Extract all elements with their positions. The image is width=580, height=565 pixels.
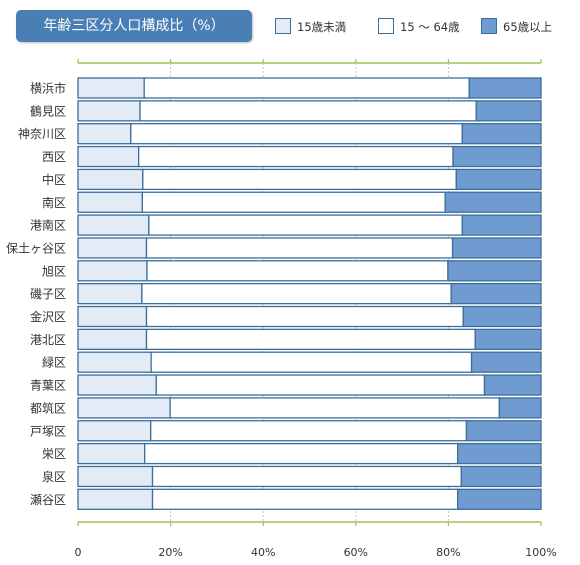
legend-label-under-15: 15歳未満 — [297, 20, 347, 34]
bar-segment-65-plus — [450, 282, 542, 305]
bar-segment-15-64 — [138, 145, 454, 168]
category-label: 栄区 — [42, 447, 66, 461]
bar-segment-15-64 — [150, 420, 468, 442]
bar-segment-under-15 — [77, 100, 141, 122]
bar-segment-under-15 — [77, 123, 132, 145]
bar-segment-15-64 — [169, 397, 500, 419]
category-label: 青葉区 — [30, 379, 66, 393]
bar-segment-under-15 — [77, 214, 150, 236]
category-label: 港南区 — [30, 218, 66, 233]
bar-segment-under-15 — [77, 77, 145, 99]
category-label: 保土ヶ谷区 — [6, 241, 66, 255]
category-label: 鶴見区 — [30, 103, 66, 118]
chart-title: 年齢三区分人口構成比（%） — [16, 10, 252, 42]
bar-segment-15-64 — [150, 351, 473, 373]
legend-swatch-65-plus — [481, 18, 497, 34]
category-label: 都筑区 — [30, 400, 66, 415]
category-label: 神奈川区 — [18, 127, 66, 141]
bar-segment-65-plus — [475, 100, 542, 122]
bar-segment-under-15 — [77, 465, 154, 488]
bar-segment-15-64 — [151, 488, 459, 510]
bar-segment-65-plus — [447, 260, 542, 282]
category-label: 泉区 — [42, 470, 66, 484]
bar-segment-15-64 — [146, 260, 449, 282]
x-tick-label: 0 — [75, 546, 82, 559]
category-label: 旭区 — [42, 264, 66, 278]
bar-segment-65-plus — [455, 168, 542, 191]
bar-segment-under-15 — [77, 145, 140, 168]
bar-segment-15-64 — [139, 100, 477, 122]
bar-segment-65-plus — [457, 488, 542, 510]
legend-label-15-64: 15 〜 64歳 — [400, 20, 460, 34]
bar-segment-65-plus — [461, 214, 542, 236]
bar-segment-65-plus — [465, 420, 542, 442]
bar-segment-65-plus — [451, 237, 542, 259]
bar-segment-65-plus — [470, 351, 542, 373]
bar-segment-65-plus — [460, 465, 542, 488]
bar-segment-65-plus — [444, 191, 542, 213]
bar-segment-15-64 — [155, 374, 486, 396]
bar-segment-15-64 — [143, 77, 470, 99]
bar-segment-under-15 — [77, 168, 144, 191]
x-tick-label: 40% — [251, 546, 275, 559]
bar-segment-15-64 — [145, 328, 476, 351]
bar-segment-under-15 — [77, 420, 152, 442]
bar-segment-15-64 — [130, 123, 463, 145]
category-label: 緑区 — [42, 355, 66, 370]
category-label: 金沢区 — [30, 309, 66, 324]
bar-segment-65-plus — [461, 123, 542, 145]
bar-segment-65-plus — [474, 328, 542, 351]
bar-segment-65-plus — [468, 77, 542, 99]
legend-swatch-under-15 — [275, 18, 291, 34]
category-label: 磯子区 — [30, 287, 66, 301]
bar-segment-under-15 — [77, 488, 154, 510]
bar-segment-15-64 — [145, 305, 464, 328]
bar-segment-15-64 — [142, 168, 457, 191]
bar-segment-65-plus — [462, 305, 542, 328]
legend-label-65-plus: 65歳以上 — [503, 20, 553, 34]
bar-segment-under-15 — [77, 191, 144, 213]
category-label: 港北区 — [30, 333, 66, 347]
bar-segment-15-64 — [141, 191, 446, 213]
bar-segment-under-15 — [77, 442, 146, 465]
bar-segment-under-15 — [77, 282, 143, 305]
category-label: 横浜市 — [30, 81, 66, 96]
category-label: 西区 — [42, 150, 66, 164]
bar-segment-15-64 — [144, 442, 459, 465]
bar-segment-65-plus — [452, 145, 542, 168]
category-label: 戸塚区 — [30, 424, 66, 438]
bar-segment-under-15 — [77, 397, 171, 419]
x-tick-label: 100% — [525, 546, 556, 559]
category-label: 中区 — [42, 172, 66, 187]
bar-segment-15-64 — [145, 237, 454, 259]
x-tick-label: 80% — [436, 546, 460, 559]
bar-segment-under-15 — [77, 374, 157, 396]
bar-segment-under-15 — [77, 305, 148, 328]
bar-segment-under-15 — [77, 237, 148, 259]
x-tick-label: 20% — [158, 546, 182, 559]
bar-segment-15-64 — [148, 214, 463, 236]
category-label: 南区 — [42, 195, 66, 210]
bar-segment-65-plus — [483, 374, 542, 396]
legend-swatch-15-64 — [378, 18, 394, 34]
bar-segment-under-15 — [77, 260, 148, 282]
category-label: 瀬谷区 — [30, 493, 66, 507]
bar-segment-65-plus — [457, 442, 542, 465]
bar-segment-15-64 — [151, 465, 463, 488]
x-tick-label: 60% — [344, 546, 368, 559]
bar-segment-65-plus — [498, 397, 542, 419]
bar-segment-15-64 — [141, 282, 452, 305]
bar-segment-under-15 — [77, 328, 148, 351]
bar-segment-under-15 — [77, 351, 152, 373]
